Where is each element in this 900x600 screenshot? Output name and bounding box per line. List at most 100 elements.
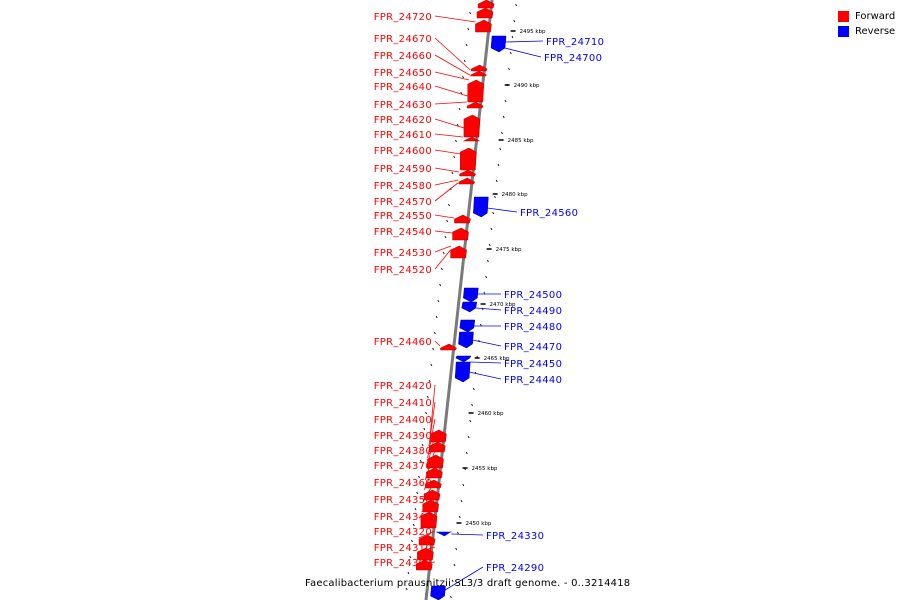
forward-leader-line: [417, 546, 436, 553]
scale-tick-label: 2460 kbp: [478, 411, 504, 417]
reverse-gene-shape: [463, 287, 479, 303]
forward-gene-label: FPR_24340: [374, 512, 432, 523]
forward-leader-line: [434, 249, 451, 270]
forward-leader-line: [434, 37, 471, 71]
forward-gene-label: FPR_24620: [374, 115, 432, 126]
track-dot: [465, 451, 468, 455]
forward-gene-shape: [450, 245, 467, 259]
forward-gene-shape: [459, 169, 476, 177]
forward-gene-label: FPR_24720: [374, 12, 432, 23]
scale-tick-label: 2480 kbp: [502, 192, 528, 198]
forward-gene-label: FPR_24630: [374, 100, 432, 111]
track-dot: [513, 19, 516, 23]
forward-gene-shape: [452, 227, 469, 241]
track-dot: [416, 491, 419, 495]
reverse-gene-shape: [461, 301, 478, 313]
track-dot: [462, 75, 464, 79]
track-dot: [456, 123, 459, 127]
forward-leader-line: [434, 118, 465, 129]
forward-gene-label: FPR_24600: [374, 146, 432, 157]
forward-gene-shape: [476, 7, 494, 19]
forward-gene-label: FPR_24530: [374, 248, 432, 259]
reverse-gene-label: FPR_24500: [504, 290, 562, 301]
reverse-gene-label: FPR_24700: [544, 53, 602, 64]
reverse-leader-line: [451, 533, 484, 536]
track-dot: [509, 51, 512, 55]
forward-gene-label: FPR_24380: [374, 446, 432, 457]
scale-tick-label: 2495 kbp: [520, 29, 546, 35]
reverse-gene-shape: [473, 196, 489, 218]
forward-leader-line: [434, 214, 455, 219]
forward-leader-line: [424, 449, 436, 481]
reverse-leader-line: [470, 361, 502, 364]
forward-gene-shape: [467, 79, 485, 103]
track-dot: [515, 3, 518, 7]
track-dot: [435, 315, 438, 319]
forward-gene-shape: [470, 64, 488, 72]
forward-gene-shape: [418, 534, 436, 546]
track-dot: [488, 243, 491, 247]
forward-leader-line: [428, 401, 436, 447]
track-dot: [460, 499, 463, 503]
track-dot: [495, 179, 498, 183]
reverse-leader-line: [444, 566, 484, 591]
forward-gene-label: FPR_24550: [374, 211, 432, 222]
forward-gene-shape: [460, 147, 477, 171]
forward-leader-line: [427, 418, 436, 459]
track-dot: [437, 299, 440, 303]
track-dot: [411, 539, 413, 543]
forward-gene-label: FPR_24580: [374, 181, 432, 192]
forward-gene-label: FPR_24460: [374, 337, 432, 348]
forward-leader-line: [434, 182, 459, 202]
scale-tick-label: 2465 kbp: [484, 356, 510, 362]
forward-gene-label: FPR_24590: [374, 164, 432, 175]
forward-gene-label: FPR_24320: [374, 527, 432, 538]
track-dot: [418, 475, 420, 479]
track-dot: [447, 203, 450, 207]
track-dot: [493, 195, 496, 199]
reverse-gene-shape: [490, 35, 507, 53]
forward-leader-line: [420, 515, 436, 521]
track-dot: [428, 379, 431, 383]
legend-item-forward: Forward: [838, 9, 895, 24]
track-dot: [457, 531, 459, 535]
forward-gene-shape: [429, 441, 446, 453]
forward-swatch-icon: [838, 11, 849, 22]
reverse-gene-label: FPR_24560: [520, 208, 578, 219]
forward-gene-shape: [454, 214, 471, 224]
forward-leader-line: [434, 101, 467, 105]
forward-gene-label: FPR_24670: [374, 34, 432, 45]
track-dot: [444, 235, 447, 239]
forward-gene-shape: [466, 101, 484, 109]
track-dot: [451, 579, 454, 583]
track-dot: [455, 547, 458, 551]
track-dot: [508, 67, 510, 71]
track-dot: [412, 523, 415, 527]
track-dot: [414, 507, 417, 511]
track-dot: [462, 483, 465, 487]
legend-label-forward: Forward: [855, 11, 896, 22]
reverse-gene-shape: [458, 331, 474, 349]
forward-leader-line: [434, 167, 460, 173]
forward-gene-label: FPR_24400: [374, 415, 432, 426]
track-dot: [409, 555, 412, 559]
reverse-gene-shape: [454, 361, 471, 383]
track-dot: [458, 107, 461, 111]
forward-gene-label: FPR_24390: [374, 431, 432, 442]
track-dot: [490, 227, 493, 231]
scale-tick-label: 2470 kbp: [490, 302, 516, 308]
track-dot: [467, 27, 470, 31]
forward-leader-line: [434, 15, 476, 23]
reverse-leader-line: [468, 371, 502, 380]
track-dot: [458, 515, 461, 519]
genome-caption: Faecalibacterium prausnitzii SL3/3 draft…: [305, 578, 631, 589]
track-dot: [419, 459, 422, 463]
reverse-gene-label: FPR_24480: [504, 322, 562, 333]
track-dot: [469, 11, 472, 15]
track-dot: [425, 411, 428, 415]
forward-leader-line: [418, 530, 436, 539]
track-dot: [467, 435, 470, 439]
forward-gene-label: FPR_24520: [374, 265, 432, 276]
forward-leader-line: [415, 561, 436, 566]
track-dot: [432, 347, 435, 351]
